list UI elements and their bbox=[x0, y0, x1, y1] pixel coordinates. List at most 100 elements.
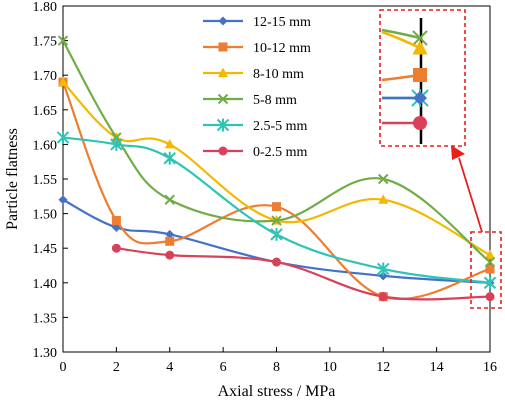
marker-asterisk-stroke bbox=[270, 227, 283, 241]
marker-asterisk bbox=[56, 130, 70, 144]
inset-series-3 bbox=[381, 28, 428, 46]
legend-item: 2.5-5 mm bbox=[203, 118, 308, 134]
legend-item: 10-12 mm bbox=[203, 41, 311, 56]
y-tick-label: 1.50 bbox=[33, 208, 58, 223]
inset-series-1 bbox=[381, 68, 427, 82]
inset bbox=[379, 9, 466, 147]
x-axis-title: Axial stress / MPa bbox=[218, 383, 336, 400]
marker-asterisk bbox=[483, 276, 497, 290]
marker-square bbox=[272, 202, 281, 212]
inset-line bbox=[381, 28, 421, 40]
x-tick-label: 4 bbox=[166, 360, 173, 375]
marker-circle bbox=[413, 116, 427, 130]
marker-x bbox=[412, 30, 428, 46]
marker-asterisk bbox=[110, 137, 123, 151]
legend-item: 5-8 mm bbox=[203, 93, 297, 108]
legend-item: 8-10 mm bbox=[203, 67, 304, 82]
marker-asterisk-stroke bbox=[56, 130, 70, 144]
marker-circle bbox=[272, 257, 281, 267]
y-tick-label: 1.75 bbox=[33, 35, 58, 50]
legend-label: 0-2.5 mm bbox=[253, 145, 308, 160]
marker-x-stroke bbox=[484, 256, 496, 268]
marker-asterisk bbox=[216, 118, 230, 132]
legend: 12-15 mm 10-12 mm 8-10 mm 5-8 mm 2.5-5 mm 0-2… bbox=[203, 15, 311, 160]
marker-x bbox=[484, 256, 496, 268]
marker-asterisk-stroke bbox=[483, 276, 497, 290]
y-tick-label: 1.60 bbox=[33, 138, 58, 153]
marker-asterisk-stroke bbox=[110, 137, 123, 151]
marker-triangle bbox=[378, 194, 389, 204]
marker-x-stroke bbox=[378, 173, 389, 185]
y-tick-label: 1.55 bbox=[33, 173, 58, 188]
marker-square bbox=[218, 42, 228, 52]
marker-asterisk-stroke bbox=[377, 262, 390, 276]
highlight-arrow-head bbox=[451, 145, 465, 160]
inset-series-5 bbox=[381, 116, 427, 130]
x-tick-label: 16 bbox=[483, 360, 497, 375]
marker-circle bbox=[218, 146, 228, 156]
series-4 bbox=[56, 130, 497, 290]
legend-label: 2.5-5 mm bbox=[253, 119, 308, 134]
marker-square bbox=[165, 236, 175, 246]
x-tick-label: 6 bbox=[220, 360, 227, 375]
series-layer bbox=[56, 35, 497, 302]
marker-asterisk bbox=[163, 151, 176, 165]
marker-triangle bbox=[164, 138, 175, 149]
highlight-arrow-line bbox=[458, 157, 483, 233]
marker-diamond bbox=[413, 91, 427, 105]
y-tick-label: 1.80 bbox=[33, 0, 58, 15]
marker-x bbox=[378, 173, 389, 185]
marker-asterisk-stroke bbox=[216, 118, 230, 132]
marker-circle bbox=[485, 292, 495, 302]
legend-item: 12-15 mm bbox=[203, 15, 311, 30]
legend-item: 0-2.5 mm bbox=[203, 145, 308, 160]
y-axis: 1.30 1.35 1.40 1.45 1.50 1.55 1.60 1.65 1.70 1.75… bbox=[33, 0, 68, 361]
series-line bbox=[62, 198, 491, 284]
legend-label: 8-10 mm bbox=[253, 67, 304, 82]
marker-diamond bbox=[165, 229, 175, 239]
marker-circle bbox=[378, 292, 388, 302]
highlight-box bbox=[470, 231, 502, 309]
x-tick-label: 0 bbox=[60, 360, 67, 375]
y-tick-label: 1.45 bbox=[33, 242, 58, 257]
marker-square bbox=[485, 264, 495, 274]
marker-x-stroke bbox=[164, 194, 175, 205]
x-tick-label: 2 bbox=[113, 360, 120, 375]
legend-label: 10-12 mm bbox=[253, 41, 311, 56]
y-tick-label: 1.35 bbox=[33, 311, 58, 326]
legend-label: 12-15 mm bbox=[253, 15, 311, 30]
marker-triangle bbox=[58, 76, 68, 87]
marker-square bbox=[111, 216, 121, 226]
x-tick-label: 10 bbox=[323, 360, 337, 375]
marker-diamond bbox=[378, 271, 388, 281]
marker-diamond bbox=[58, 195, 68, 205]
marker-x-stroke bbox=[57, 35, 69, 46]
marker-x bbox=[217, 93, 229, 105]
x-tick-label: 8 bbox=[273, 360, 280, 375]
y-tick-label: 1.65 bbox=[33, 104, 58, 119]
marker-x-stroke bbox=[412, 30, 428, 46]
x-tick-label: 12 bbox=[376, 360, 390, 375]
inset-series-2 bbox=[381, 30, 428, 55]
marker-asterisk bbox=[270, 227, 283, 241]
marker-triangle bbox=[412, 40, 428, 55]
inset-series-0 bbox=[382, 91, 427, 105]
series-line bbox=[62, 40, 491, 263]
y-tick-label: 1.30 bbox=[33, 346, 58, 361]
marker-x bbox=[57, 35, 69, 46]
marker-triangle bbox=[485, 249, 495, 260]
marker-x bbox=[271, 215, 282, 226]
marker-asterisk-stroke bbox=[163, 151, 176, 165]
legend-label: 5-8 mm bbox=[253, 93, 297, 108]
marker-asterisk bbox=[377, 262, 390, 276]
y-tick-label: 1.40 bbox=[33, 277, 58, 292]
marker-circle bbox=[165, 250, 175, 260]
series-line bbox=[116, 247, 491, 301]
inset-line bbox=[381, 30, 421, 50]
marker-triangle bbox=[218, 67, 228, 77]
highlight-layer bbox=[451, 145, 502, 309]
marker-x bbox=[164, 194, 175, 205]
marker-diamond bbox=[218, 16, 228, 26]
series-5 bbox=[111, 243, 495, 302]
